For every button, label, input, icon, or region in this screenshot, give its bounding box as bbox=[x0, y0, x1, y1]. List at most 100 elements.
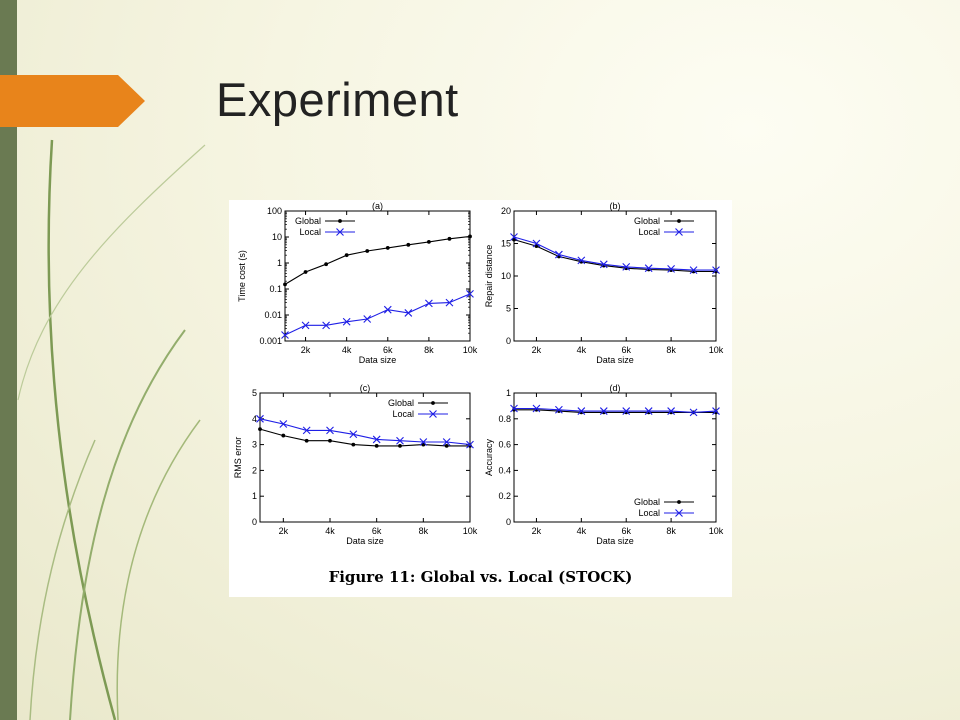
legend-label-local-d: Local bbox=[638, 508, 660, 518]
series-line-local-c bbox=[259, 418, 471, 446]
series-line-global-d bbox=[514, 409, 716, 413]
y-tick-label-a: 10 bbox=[272, 232, 282, 242]
x-axis-label-b: Data size bbox=[596, 355, 634, 365]
data-point-local-c bbox=[442, 438, 451, 446]
data-point-local-d bbox=[532, 404, 541, 413]
x-tick-label-b: 6k bbox=[621, 345, 631, 355]
legend-label-global-d: Global bbox=[634, 497, 660, 507]
data-point-local-b bbox=[577, 256, 586, 265]
data-point-global-a bbox=[365, 249, 370, 253]
x-tick-label-c: 4k bbox=[325, 526, 335, 536]
data-point-global-c bbox=[351, 442, 356, 447]
legend-marker-global-d bbox=[677, 500, 681, 504]
data-point-local-c bbox=[419, 438, 428, 446]
y-tick-label-d: 0.8 bbox=[498, 414, 511, 424]
series-line-global-b bbox=[513, 239, 716, 273]
x-tick-label-b: 8k bbox=[666, 345, 676, 355]
data-point-local-d bbox=[510, 404, 518, 413]
y-tick-label-c: 5 bbox=[252, 388, 257, 398]
data-point-local-b bbox=[667, 264, 675, 273]
plot-frame-a bbox=[284, 210, 471, 342]
data-point-local-b bbox=[510, 233, 518, 241]
legend-marker-local-a bbox=[336, 228, 344, 236]
data-point-local-b bbox=[555, 250, 563, 259]
series-line-local-d bbox=[514, 407, 717, 413]
x-axis-label-c: Data size bbox=[346, 536, 384, 546]
left-accent-bar bbox=[0, 0, 17, 720]
data-point-local-c bbox=[372, 435, 381, 444]
data-point-local-d bbox=[712, 407, 720, 415]
legend-marker-global-c bbox=[431, 401, 435, 405]
series-line-local-a bbox=[284, 293, 471, 336]
data-point-local-c bbox=[349, 430, 358, 439]
data-point-local-a bbox=[363, 315, 372, 323]
x-tick-label-c: 2k bbox=[279, 526, 289, 536]
y-axis-label-c: RMS error bbox=[233, 437, 243, 479]
y-tick-label-a: 0.01 bbox=[264, 310, 282, 320]
plot-frame-b bbox=[513, 210, 717, 342]
legend-marker-local-c bbox=[429, 410, 437, 418]
panel-label-a: (a) bbox=[372, 201, 383, 211]
y-tick-label-b: 10 bbox=[501, 271, 511, 281]
legend-label-local-a: Local bbox=[299, 227, 321, 237]
data-point-global-a bbox=[406, 242, 411, 247]
data-point-local-c bbox=[279, 420, 288, 428]
y-tick-label-a: 100 bbox=[267, 206, 282, 216]
data-point-local-a bbox=[281, 331, 289, 339]
data-point-global-c bbox=[281, 433, 286, 438]
title-accent-tab bbox=[0, 75, 145, 127]
series-line-global-c bbox=[259, 428, 470, 447]
y-tick-label-c: 4 bbox=[252, 414, 257, 424]
y-tick-label-d: 0 bbox=[506, 517, 511, 527]
legend-marker-global-b bbox=[677, 219, 681, 223]
y-tick-label-a: 0.001 bbox=[259, 336, 282, 346]
y-axis-label-d: Accuracy bbox=[484, 438, 494, 476]
panel-label-b: (b) bbox=[610, 201, 621, 211]
data-point-local-a bbox=[466, 289, 474, 298]
data-point-local-c bbox=[302, 426, 311, 435]
data-point-local-a bbox=[404, 309, 413, 317]
data-point-global-a bbox=[447, 236, 452, 241]
data-point-global-a bbox=[385, 246, 390, 250]
x-tick-label-d: 6k bbox=[621, 526, 631, 536]
data-point-local-c bbox=[466, 440, 474, 449]
data-point-local-a bbox=[425, 299, 433, 308]
x-tick-label-c: 8k bbox=[419, 526, 429, 536]
panel-label-d: (d) bbox=[610, 383, 621, 393]
data-point-local-d bbox=[667, 407, 675, 415]
y-tick-label-b: 0 bbox=[506, 336, 511, 346]
x-tick-label-d: 4k bbox=[577, 526, 587, 536]
chart-c: (c) 0 1 2 3 4 5 2k 4k 6k 8k 10k Data size RMS error Gl… bbox=[233, 383, 478, 546]
y-tick-label-b: 15 bbox=[501, 239, 511, 249]
data-point-global-a bbox=[426, 239, 431, 244]
legend-label-local-c: Local bbox=[392, 409, 414, 419]
data-point-local-a bbox=[383, 305, 392, 314]
legend-marker-global-a bbox=[338, 219, 342, 223]
data-point-local-c bbox=[326, 426, 334, 435]
x-axis-label-d: Data size bbox=[596, 536, 634, 546]
decorative-leaf-lines bbox=[17, 139, 206, 720]
x-tick-label-d: 8k bbox=[666, 526, 676, 536]
y-tick-label-d: 0.2 bbox=[498, 491, 511, 501]
x-axis-label-a: Data size bbox=[359, 355, 397, 365]
y-tick-label-c: 1 bbox=[252, 491, 257, 501]
x-tick-label-a: 4k bbox=[342, 345, 352, 355]
chart-b: (b) 0 5 10 15 20 2k 4k 6k 8k 10k Data size Repair di… bbox=[484, 201, 724, 365]
y-tick-label-d: 0.6 bbox=[498, 440, 511, 450]
x-tick-label-a: 8k bbox=[424, 345, 434, 355]
x-tick-label-d: 2k bbox=[532, 526, 542, 536]
chart-d: (d) 0 0.2 0.4 0.6 0.8 1 2k 4k 6k 8k 10k Data size Acc… bbox=[484, 383, 724, 546]
figure-caption: Figure 11: Global vs. Local (STOCK) bbox=[328, 568, 633, 586]
y-tick-label-c: 2 bbox=[252, 465, 257, 475]
legend-label-local-b: Local bbox=[638, 227, 660, 237]
series-line-local-b bbox=[513, 236, 716, 271]
x-tick-label-b: 10k bbox=[709, 345, 724, 355]
y-axis-label-b: Repair distance bbox=[484, 245, 494, 308]
x-tick-label-b: 2k bbox=[532, 345, 542, 355]
data-point-local-a bbox=[322, 321, 330, 330]
data-point-global-c bbox=[374, 443, 379, 448]
figure-panel: (a) 0.001 0.01 0.1 1 10 100 2k 4k 6k 8k 10k Data siz… bbox=[229, 200, 732, 597]
data-point-global-c bbox=[328, 438, 332, 443]
y-tick-label-a: 1 bbox=[277, 258, 282, 268]
